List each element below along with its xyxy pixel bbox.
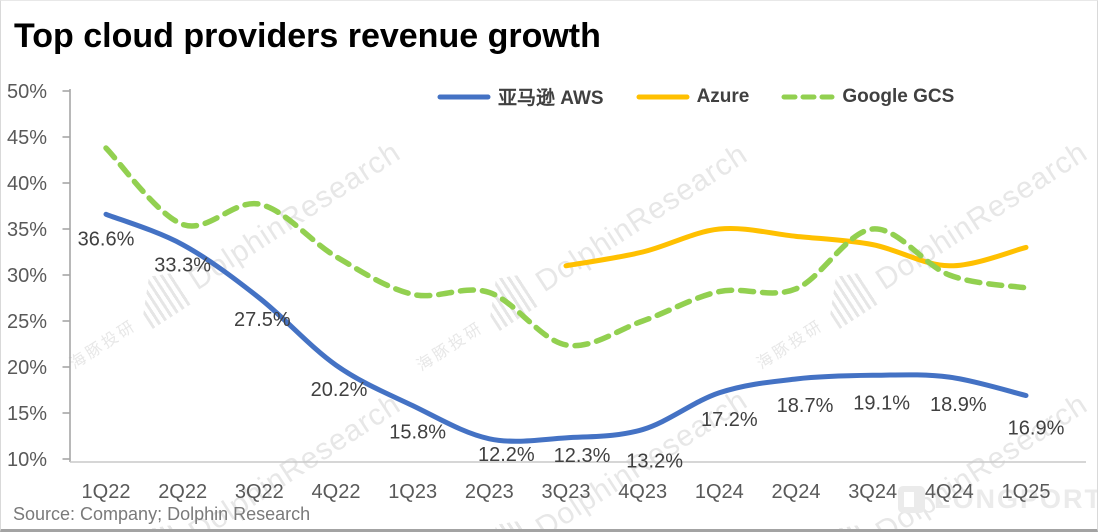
x-tick-label: 2Q22 xyxy=(158,481,207,503)
legend-label-gcs: Google GCS xyxy=(842,85,955,107)
legend-swatch-aws-icon xyxy=(437,94,491,99)
y-tick-label: 15% xyxy=(7,403,47,425)
x-tick-label: 1Q24 xyxy=(695,481,744,503)
legend-item-aws: 亚马逊 AWS xyxy=(437,83,604,110)
chart-title: Top cloud providers revenue growth xyxy=(14,17,601,55)
data-label: 27.5% xyxy=(234,309,291,331)
data-label: 12.3% xyxy=(554,445,611,467)
x-tick-label: 1Q23 xyxy=(388,481,437,503)
x-tick-label: 2Q24 xyxy=(772,481,821,503)
series-line-aws xyxy=(103,211,1029,444)
y-tick-label: 25% xyxy=(7,311,47,333)
source-note: Source: Company; Dolphin Research xyxy=(13,504,311,524)
data-label: 20.2% xyxy=(311,379,368,401)
data-label: 18.7% xyxy=(777,395,834,417)
legend-item-azure: Azure xyxy=(636,85,750,108)
y-tick-label: 40% xyxy=(7,173,47,195)
x-tick-label: 2Q23 xyxy=(465,481,514,503)
legend-label-azure: Azure xyxy=(696,85,750,107)
series-line-gcs xyxy=(103,145,1029,349)
y-tick-label: 30% xyxy=(7,265,47,287)
legend-swatch-azure-icon xyxy=(636,94,690,99)
data-label: 33.3% xyxy=(154,255,211,277)
y-tick-label: 50% xyxy=(7,81,47,103)
chart-legend: 亚马逊 AWS Azure Google GCS xyxy=(437,83,954,110)
legend-item-gcs: Google GCS xyxy=(781,86,954,108)
y-tick-label: 10% xyxy=(7,449,47,471)
data-label: 13.2% xyxy=(626,451,683,473)
x-tick-label: 3Q23 xyxy=(542,481,591,503)
data-label: 18.9% xyxy=(930,394,987,416)
x-tick-label: 4Q23 xyxy=(618,481,667,503)
y-tick-label: 20% xyxy=(7,357,47,379)
data-label: 16.9% xyxy=(1008,418,1065,440)
legend-label-aws: 亚马逊 AWS xyxy=(498,88,604,109)
data-label: 19.1% xyxy=(853,392,910,414)
data-label: 15.8% xyxy=(389,422,446,444)
series-line-azure xyxy=(563,225,1029,269)
x-tick-label: 3Q24 xyxy=(848,481,897,503)
legend-swatch-gcs-icon xyxy=(781,94,835,99)
y-tick-label: 45% xyxy=(7,127,47,149)
x-tick-label: 4Q22 xyxy=(312,481,361,503)
x-tick-label: 3Q22 xyxy=(235,481,284,503)
y-tick-label: 35% xyxy=(7,219,47,241)
x-tick-label: 1Q22 xyxy=(82,481,131,503)
data-label: 17.2% xyxy=(701,409,758,431)
data-label: 36.6% xyxy=(78,228,135,250)
data-label: 12.2% xyxy=(478,444,535,466)
x-tick-label: 4Q24 xyxy=(925,481,974,503)
x-tick-label: 1Q25 xyxy=(1002,481,1051,503)
